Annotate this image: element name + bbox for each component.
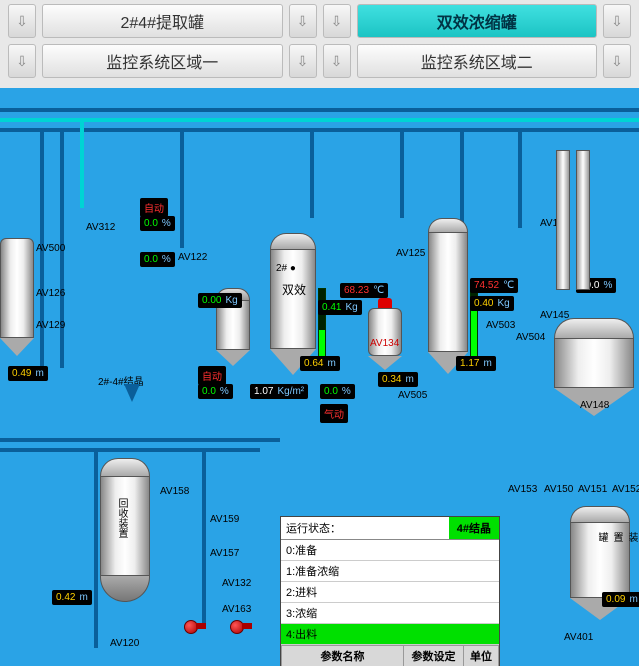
panel-title: 运行状态：	[281, 517, 449, 539]
tower-left	[556, 150, 570, 290]
readout-107: 1.07Kg/m²	[250, 384, 308, 399]
tab-zone2[interactable]: 监控系统区域二	[357, 44, 598, 78]
readout-049: 0.49m	[8, 366, 48, 381]
readout-034: 0.34m	[378, 372, 418, 387]
readout-00a: 0.0%	[140, 216, 175, 231]
readout-00d: 0.0%	[198, 384, 233, 399]
readout-00c: 0.00Kg	[198, 293, 242, 308]
tab1-left-arrow2[interactable]: ⇩	[289, 4, 317, 38]
panel-step-0[interactable]: 0:准备	[281, 540, 499, 561]
tab-zone1[interactable]: 监控系统区域一	[42, 44, 283, 78]
readout-064: 0.64m	[300, 356, 340, 371]
col-value: 参数设定	[404, 646, 464, 666]
tab2-right-arrow[interactable]: ⇩	[323, 44, 351, 78]
tab2-left-arrow[interactable]: ⇩	[8, 44, 36, 78]
valve-label-av401: AV401	[564, 632, 593, 643]
valve-label-av132: AV132	[222, 578, 251, 589]
readout-117: 1.17m	[456, 356, 496, 371]
tower-right	[576, 150, 590, 290]
readout-040: 0.40Kg	[470, 296, 514, 311]
tab2-left-arrow2[interactable]: ⇩	[289, 44, 317, 78]
tab1-left-arrow[interactable]: ⇩	[8, 4, 36, 38]
valve-label-av157: AV157	[210, 548, 239, 559]
readout-auto2: 自动	[198, 366, 226, 385]
vessel-left-edge	[0, 238, 34, 358]
valve-label-av159: AV159	[210, 514, 239, 525]
vessel-tall-column	[428, 218, 468, 378]
readout-009: 0.09m	[602, 592, 639, 607]
parameter-table: 参数名称 参数设定 单位 蒸汽调节阀开度设定0.0% 一效调节阀开度设定0.0%…	[281, 645, 499, 666]
flow-arrow-icon	[124, 384, 140, 402]
valve-label-av163: AV163	[222, 604, 251, 615]
valve-label-av151: AV151	[578, 484, 607, 495]
tab-concentrator[interactable]: 双效浓缩罐	[357, 4, 598, 38]
top-tab-bar: ⇩ 2#4#提取罐 ⇩ ⇩ 双效浓缩罐 ⇩ ⇩ 监控系统区域一 ⇩ ⇩ 监控系统…	[0, 0, 639, 88]
readout-gate: 气动	[320, 404, 348, 423]
panel-step-4[interactable]: 4:出料	[281, 624, 499, 645]
tab1-right-arrow[interactable]: ⇩	[323, 4, 351, 38]
readout-6823: 68.23℃	[340, 283, 388, 298]
col-unit: 单位	[463, 646, 498, 666]
vessel-concentrate-tank: 2# 浓 缩 装 置 罐	[570, 506, 630, 626]
readout-00b: 0.0%	[140, 252, 175, 267]
valve-label-av158: AV158	[160, 486, 189, 497]
readout-auto1: 自动	[140, 198, 168, 217]
valve-label-av122: AV122	[178, 252, 207, 263]
panel-step-2[interactable]: 2:进料	[281, 582, 499, 603]
tab2-right-arrow2[interactable]: ⇩	[603, 44, 631, 78]
level-bar-1	[318, 288, 326, 358]
valve-label-av126: AV126	[36, 288, 65, 299]
pump-2	[230, 618, 252, 634]
valve-label-av125: AV125	[396, 248, 425, 259]
tab-row-2: ⇩ 监控系统区域一 ⇩ ⇩ 监控系统区域二 ⇩	[8, 44, 631, 78]
valve-label-av150: AV150	[544, 484, 573, 495]
panel-state: 4#结晶	[449, 517, 499, 539]
vessel-recovery: 回收装置	[100, 458, 150, 618]
valve-label-av120: AV120	[110, 638, 139, 649]
valve-label-av148: AV148	[580, 400, 609, 411]
process-diagram: AV312 AV500 AV126 AV129 0.49m 2#-4#结晶 自动…	[0, 88, 639, 666]
valve-label-av504: AV504	[516, 332, 545, 343]
readout-7452: 74.52℃	[470, 278, 518, 293]
readout-042: 0.42m	[52, 590, 92, 605]
valve-label-av505: AV505	[398, 390, 427, 401]
valve-label-av153: AV153	[508, 484, 537, 495]
panel-step-3[interactable]: 3:浓缩	[281, 603, 499, 624]
tab1-right-arrow2[interactable]: ⇩	[603, 4, 631, 38]
panel-step-1[interactable]: 1:准备浓缩	[281, 561, 499, 582]
tab-extract-tank[interactable]: 2#4#提取罐	[42, 4, 283, 38]
valve-label-av129: AV129	[36, 320, 65, 331]
parameter-panel: 运行状态： 4#结晶 0:准备 1:准备浓缩 2:进料 3:浓缩 4:出料 参数…	[280, 516, 500, 666]
valve-label-av134: AV134	[370, 338, 399, 349]
readout-041: 0.41Kg	[318, 300, 362, 315]
valve-label-av503: AV503	[486, 320, 515, 331]
col-name: 参数名称	[282, 646, 404, 666]
tab-row-1: ⇩ 2#4#提取罐 ⇩ ⇩ 双效浓缩罐 ⇩	[8, 4, 631, 38]
readout-107b: 0.0%	[320, 384, 355, 399]
valve-label-av312: AV312	[86, 222, 115, 233]
valve-label-av152: AV152	[612, 484, 639, 495]
pump-1	[184, 618, 206, 634]
valve-label-av500: AV500	[36, 243, 65, 254]
